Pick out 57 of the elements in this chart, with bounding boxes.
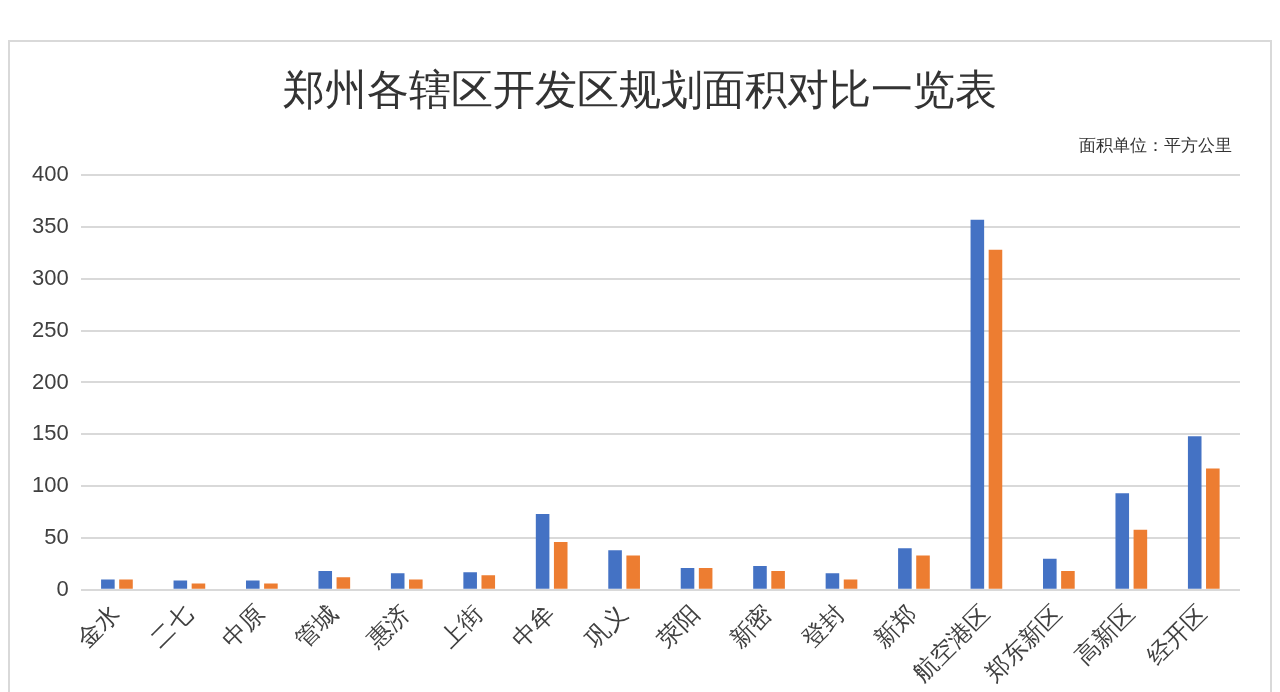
x-tick-label: 上街 (434, 599, 488, 654)
bar (680, 567, 695, 589)
x-tick-label: 金水 (71, 599, 126, 654)
bar (535, 514, 550, 589)
bar (970, 219, 985, 589)
x-tick-label: 惠济 (360, 599, 416, 655)
bar (264, 583, 278, 589)
bar (409, 579, 423, 589)
y-tick-label: 0 (56, 575, 69, 601)
bar (608, 550, 622, 589)
bar (191, 583, 206, 589)
y-tick-label: 400 (31, 161, 69, 187)
bar (318, 571, 333, 589)
bar (988, 249, 1003, 589)
y-tick-label: 150 (31, 420, 69, 446)
y-tick-label: 200 (31, 368, 69, 394)
bar (101, 579, 115, 589)
x-tick-label: 二七 (144, 599, 199, 654)
bar (916, 555, 930, 589)
bar (390, 573, 405, 589)
chart-title: 郑州各辖区开发区规划面积对比一览表 (282, 64, 998, 116)
bar (1115, 493, 1130, 589)
bar (898, 548, 912, 589)
bar (1043, 558, 1057, 589)
x-tick-label: 中原 (216, 599, 271, 654)
bar (119, 579, 133, 589)
bar (825, 573, 840, 589)
x-tick-label: 新郑 (868, 599, 923, 654)
bar (336, 577, 351, 589)
x-tick-label: 经开区 (1141, 599, 1213, 671)
bar (553, 542, 568, 589)
x-tick-label: 荥阳 (651, 599, 706, 654)
bar (843, 579, 858, 589)
bar (1206, 468, 1220, 589)
y-tick-label: 100 (31, 472, 69, 498)
bar (246, 580, 260, 589)
y-tick-label: 50 (44, 524, 69, 549)
bar (1187, 436, 1202, 589)
bar (626, 555, 640, 589)
x-tick-label: 管城 (289, 599, 343, 654)
bar (698, 567, 713, 589)
y-tick-label: 350 (31, 213, 69, 239)
x-tick-label: 中牟 (506, 599, 561, 654)
bar (1061, 571, 1075, 589)
bar (753, 565, 767, 589)
y-tick-label: 300 (31, 264, 69, 290)
bar (771, 571, 785, 589)
text: 面积单位：平方公里 (1079, 134, 1232, 157)
x-tick-label: 高新区 (1069, 599, 1140, 671)
y-tick-label: 250 (31, 316, 69, 342)
x-tick-label: 新密 (723, 599, 778, 654)
x-tick-label: 巩义 (579, 599, 633, 654)
bar (481, 575, 496, 589)
bar (1133, 529, 1148, 589)
bar (463, 572, 477, 589)
bar (173, 580, 188, 589)
x-tick-label: 登封 (796, 599, 851, 654)
